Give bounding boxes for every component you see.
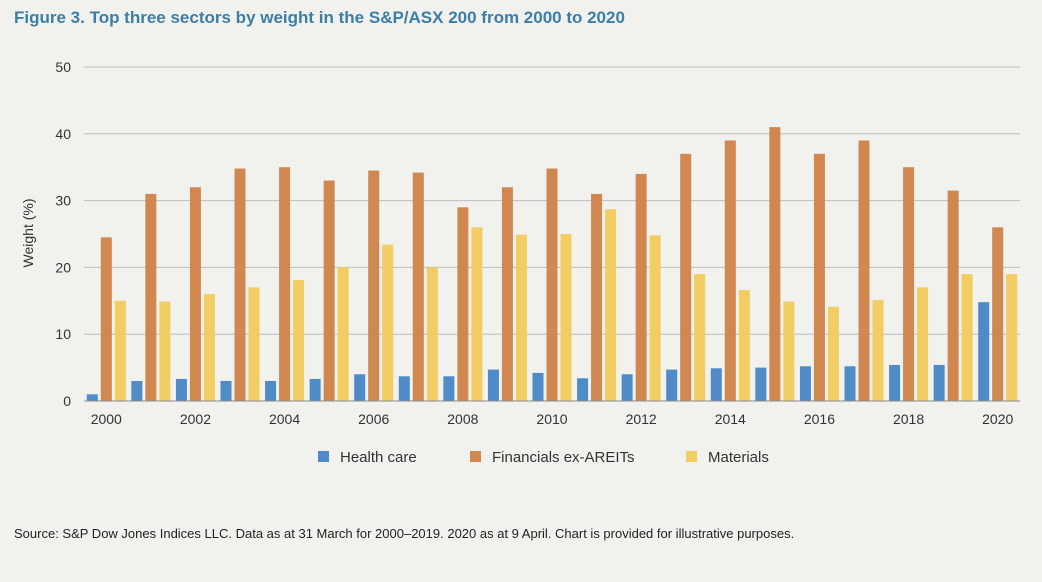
- bar: [1006, 274, 1018, 401]
- bar: [694, 274, 706, 401]
- bar: [159, 301, 171, 401]
- bar: [680, 153, 692, 401]
- x-tick-label: 2018: [893, 411, 924, 427]
- bar: [426, 267, 438, 401]
- bar: [189, 187, 201, 401]
- bar: [577, 378, 589, 401]
- bar: [738, 290, 750, 401]
- y-tick-label: 10: [55, 326, 71, 342]
- legend-swatch: [318, 451, 329, 462]
- bar: [114, 300, 126, 401]
- x-tick-label: 2006: [358, 411, 389, 427]
- bar: [813, 153, 825, 401]
- bar: [649, 235, 661, 401]
- bar: [591, 193, 603, 401]
- x-tick-label: 2014: [715, 411, 746, 427]
- bar: [605, 209, 617, 401]
- source-note: Source: S&P Dow Jones Indices LLC. Data …: [14, 526, 795, 541]
- bar: [86, 394, 98, 401]
- bar: [471, 227, 483, 401]
- x-tick-label: 2008: [447, 411, 478, 427]
- bar: [799, 366, 811, 401]
- bar: [248, 287, 260, 401]
- y-axis-label: Weight (%): [20, 199, 36, 268]
- bar: [487, 369, 499, 401]
- bar: [145, 193, 157, 401]
- bar: [309, 378, 321, 401]
- bar: [889, 364, 901, 401]
- x-tick-label: 2004: [269, 411, 300, 427]
- bar: [844, 366, 856, 401]
- bar: [100, 237, 112, 401]
- bar: [560, 234, 572, 401]
- y-axis-ticks: 0 10 20 30 40 50: [55, 59, 71, 409]
- bar: [515, 234, 527, 401]
- bar: [621, 374, 633, 401]
- bar: [783, 301, 795, 401]
- bar: [323, 180, 335, 401]
- bar: [131, 380, 143, 401]
- y-tick-label: 30: [55, 193, 71, 209]
- bars: [86, 127, 1018, 402]
- bar: [858, 140, 870, 402]
- bar: [903, 167, 915, 401]
- bar: [265, 380, 277, 401]
- legend: Health care Financials ex-AREITs Materials: [318, 449, 769, 466]
- y-tick-label: 50: [55, 59, 71, 75]
- bar: [872, 300, 884, 401]
- x-tick-label: 2000: [91, 411, 122, 427]
- bar: [978, 302, 990, 401]
- bar: [457, 207, 469, 401]
- y-tick-label: 40: [55, 126, 71, 142]
- bar: [220, 380, 232, 401]
- bar: [234, 168, 246, 401]
- bar: [412, 172, 424, 401]
- bar: [992, 227, 1004, 401]
- bar: [635, 173, 647, 401]
- bar: [175, 378, 187, 401]
- bar: [501, 187, 513, 401]
- bar: [532, 372, 544, 401]
- y-tick-label: 0: [63, 393, 71, 409]
- legend-label: Financials ex-AREITs: [492, 449, 635, 466]
- bar: [279, 167, 291, 401]
- bar: [961, 274, 973, 401]
- x-tick-label: 2012: [626, 411, 657, 427]
- bar: [710, 368, 722, 401]
- bar: [443, 376, 455, 401]
- figure-title: Figure 3. Top three sectors by weight in…: [14, 8, 625, 27]
- legend-swatch: [686, 451, 697, 462]
- bar: [827, 306, 839, 401]
- bar: [917, 287, 929, 401]
- x-axis-ticks: 2000 2002 2004 2006 2008 2010 2012 2014 2016 2018…: [91, 411, 1014, 427]
- bar: [724, 140, 736, 402]
- bar: [368, 170, 380, 401]
- bar: [398, 376, 410, 401]
- bar: [769, 127, 781, 402]
- bar: [337, 267, 349, 401]
- bar: [666, 369, 678, 401]
- bar: [933, 364, 945, 401]
- legend-swatch: [470, 451, 481, 462]
- bar: [546, 168, 558, 401]
- bar: [755, 367, 767, 401]
- legend-label: Materials: [708, 449, 769, 466]
- x-tick-label: 2002: [180, 411, 211, 427]
- bar: [382, 244, 394, 401]
- bar: [947, 190, 959, 401]
- bar: [354, 374, 366, 401]
- y-tick-label: 20: [55, 259, 71, 275]
- x-tick-label: 2010: [536, 411, 567, 427]
- x-tick-label: 2016: [804, 411, 835, 427]
- legend-label: Health care: [340, 449, 417, 466]
- bar: [203, 294, 215, 401]
- bar: [293, 280, 305, 401]
- x-tick-label: 2020: [982, 411, 1013, 427]
